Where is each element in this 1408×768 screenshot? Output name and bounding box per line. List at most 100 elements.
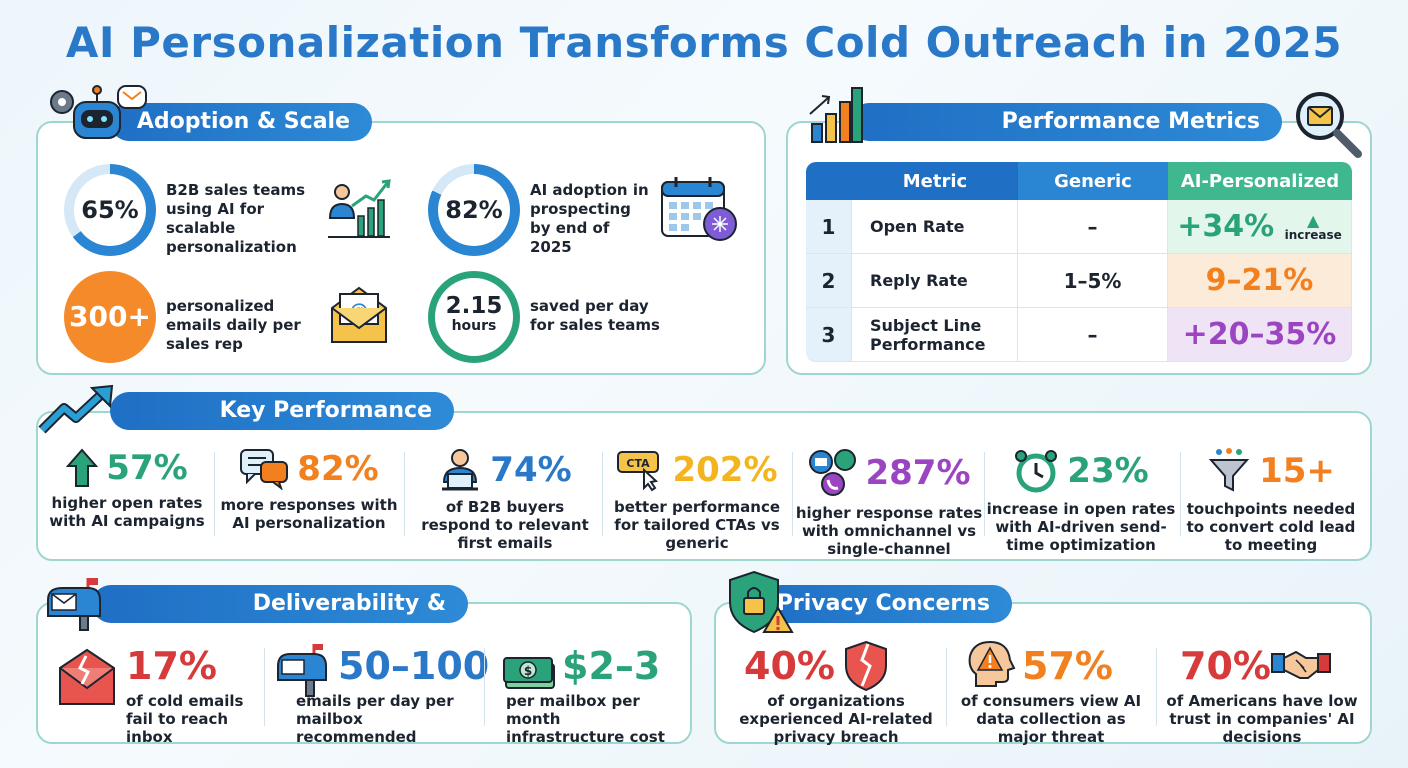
kpi-value: 15+	[1259, 451, 1335, 491]
performance-heading: Performance Metrics Comparison	[850, 103, 1282, 172]
privacy-heading: Privacy Concerns	[762, 585, 1012, 623]
adoption-stat-text: personalized emails daily per sales rep	[166, 297, 301, 353]
calendar-ai-icon	[661, 177, 737, 241]
divider	[264, 648, 265, 726]
row-generic: –	[1018, 308, 1168, 362]
increase-note: increase	[1284, 227, 1342, 242]
omnichannel-icon	[809, 449, 857, 496]
handshake-icon	[1271, 650, 1331, 679]
cta-label: CTA	[627, 457, 651, 470]
col-num	[806, 162, 852, 200]
row-ai: +20–35%	[1168, 308, 1352, 362]
deliverability-heading: Deliverability & Infrastructure	[92, 585, 468, 654]
privacy-text: of organizations experienced AI-related …	[739, 692, 933, 746]
row-metric: Open Rate	[852, 200, 1018, 254]
kpi-text: better performance for tailored CTAs vs …	[613, 498, 781, 552]
privacy-value: 40%	[744, 644, 835, 688]
svg-text:$: $	[524, 664, 532, 678]
row-generic: 1–5%	[1018, 254, 1168, 308]
person-laptop-icon	[442, 449, 479, 491]
mailbox-small-icon	[277, 644, 327, 697]
kpi-text: higher open rates with AI campaigns	[49, 494, 205, 530]
row-num: 1	[806, 200, 852, 254]
kpi-value: 74%	[490, 450, 572, 490]
divider	[214, 452, 215, 536]
privacy-value: 57%	[1022, 644, 1113, 688]
adoption-panel	[36, 121, 766, 375]
kpi-head: 23%	[986, 448, 1176, 494]
kpi-head: 82%	[214, 448, 404, 490]
adoption-ring-82: 82%	[428, 164, 520, 256]
table-row: 3 Subject Line Performance – +20–35%	[806, 308, 1352, 362]
row-num: 3	[806, 308, 852, 362]
robot-icon	[50, 85, 147, 139]
deliverability-value: 50–100	[338, 644, 490, 688]
privacy-value: 70%	[1180, 644, 1271, 688]
head-alert-icon	[968, 640, 1016, 687]
divider	[1180, 452, 1181, 536]
bar-chart-icon	[809, 87, 863, 143]
shield-lock-icon	[729, 570, 794, 634]
kpi-item: 287% higher response rates with omnichan…	[794, 448, 984, 558]
privacy-text: of Americans have low trust in companies…	[1166, 692, 1358, 746]
divider	[946, 648, 947, 726]
adoption-stat-text: saved per day for sales teams	[530, 297, 660, 334]
cta-button-icon: CTA	[617, 451, 660, 492]
deliverability-value: $2–3	[562, 644, 661, 688]
kpi-head: 287%	[794, 448, 984, 498]
broken-shield-icon	[845, 640, 887, 692]
row-ai: 9–21%	[1168, 254, 1352, 308]
kpi-value: 202%	[672, 450, 778, 490]
divider	[792, 452, 793, 536]
kpi-text: increase in open rates with AI-driven se…	[986, 500, 1176, 554]
hours-unit: hours	[451, 318, 497, 334]
row-generic: –	[1018, 200, 1168, 254]
deliverability-text: per mailbox per month infrastructure cos…	[506, 692, 665, 746]
kpi-head: CTA 202%	[602, 448, 792, 492]
col-generic: Generic	[1018, 162, 1168, 200]
deliverability-panel	[36, 602, 692, 744]
kpi-item: 82% more responses with AI personalizati…	[214, 448, 404, 532]
kpi-item: CTA 202% better performance for tailored…	[602, 448, 792, 552]
privacy-panel	[714, 602, 1372, 744]
kpi-heading: Key Performance Indicators	[110, 392, 454, 461]
kpi-text: of B2B buyers respond to relevant first …	[421, 498, 589, 552]
kpi-value: 23%	[1067, 451, 1149, 491]
divider	[484, 648, 485, 726]
deliverability-text: of cold emails fail to reach inbox	[126, 692, 244, 746]
divider	[1156, 648, 1157, 726]
row-ai: +34% ▲ increase	[1168, 200, 1352, 254]
chat-bubbles-icon	[240, 449, 289, 490]
ring-value: 65%	[74, 174, 146, 246]
kpi-item: 23% increase in open rates with AI-drive…	[986, 448, 1176, 554]
trend-arrow-icon	[38, 384, 114, 434]
growth-person-icon	[328, 179, 391, 238]
kpi-value: 287%	[865, 453, 971, 493]
kpi-text: higher response rates with omnichannel v…	[795, 504, 983, 558]
mailbox-icon	[47, 578, 101, 631]
clock-hours: 2.15 hours	[428, 271, 520, 363]
adoption-stat-text: B2B sales teams using AI for scalable pe…	[166, 181, 306, 256]
money-stack-icon: $	[503, 657, 555, 689]
col-ai: AI-Personalized	[1168, 162, 1352, 200]
table-row: 2 Reply Rate 1–5% 9–21%	[806, 254, 1352, 308]
adoption-stat-text: AI adoption in prospecting by end of 202…	[530, 181, 649, 256]
funnel-icon	[1208, 448, 1250, 492]
adoption-heading: Adoption & Scale	[110, 103, 372, 141]
emails-count-badge: 300+	[64, 271, 156, 363]
page-title: AI Personalization Transforms Cold Outre…	[65, 18, 1343, 67]
magnifier-mail-icon	[1296, 92, 1362, 158]
row-metric: Subject Line Performance	[852, 308, 1018, 362]
up-arrow-icon: ▲	[1307, 210, 1320, 230]
ring-value: 82%	[438, 174, 510, 246]
table-row: 1 Open Rate – +34% ▲ increase	[806, 200, 1352, 254]
kpi-value: 57%	[106, 448, 188, 488]
divider	[984, 452, 985, 536]
kpi-text: touchpoints needed to convert cold lead …	[1186, 500, 1356, 554]
kpi-head: 74%	[410, 448, 600, 492]
row-metric: Reply Rate	[852, 254, 1018, 308]
divider	[404, 452, 405, 536]
kpi-value: 82%	[297, 449, 379, 489]
alarm-clock-icon	[1015, 450, 1058, 493]
up-arrow-icon	[66, 448, 99, 487]
